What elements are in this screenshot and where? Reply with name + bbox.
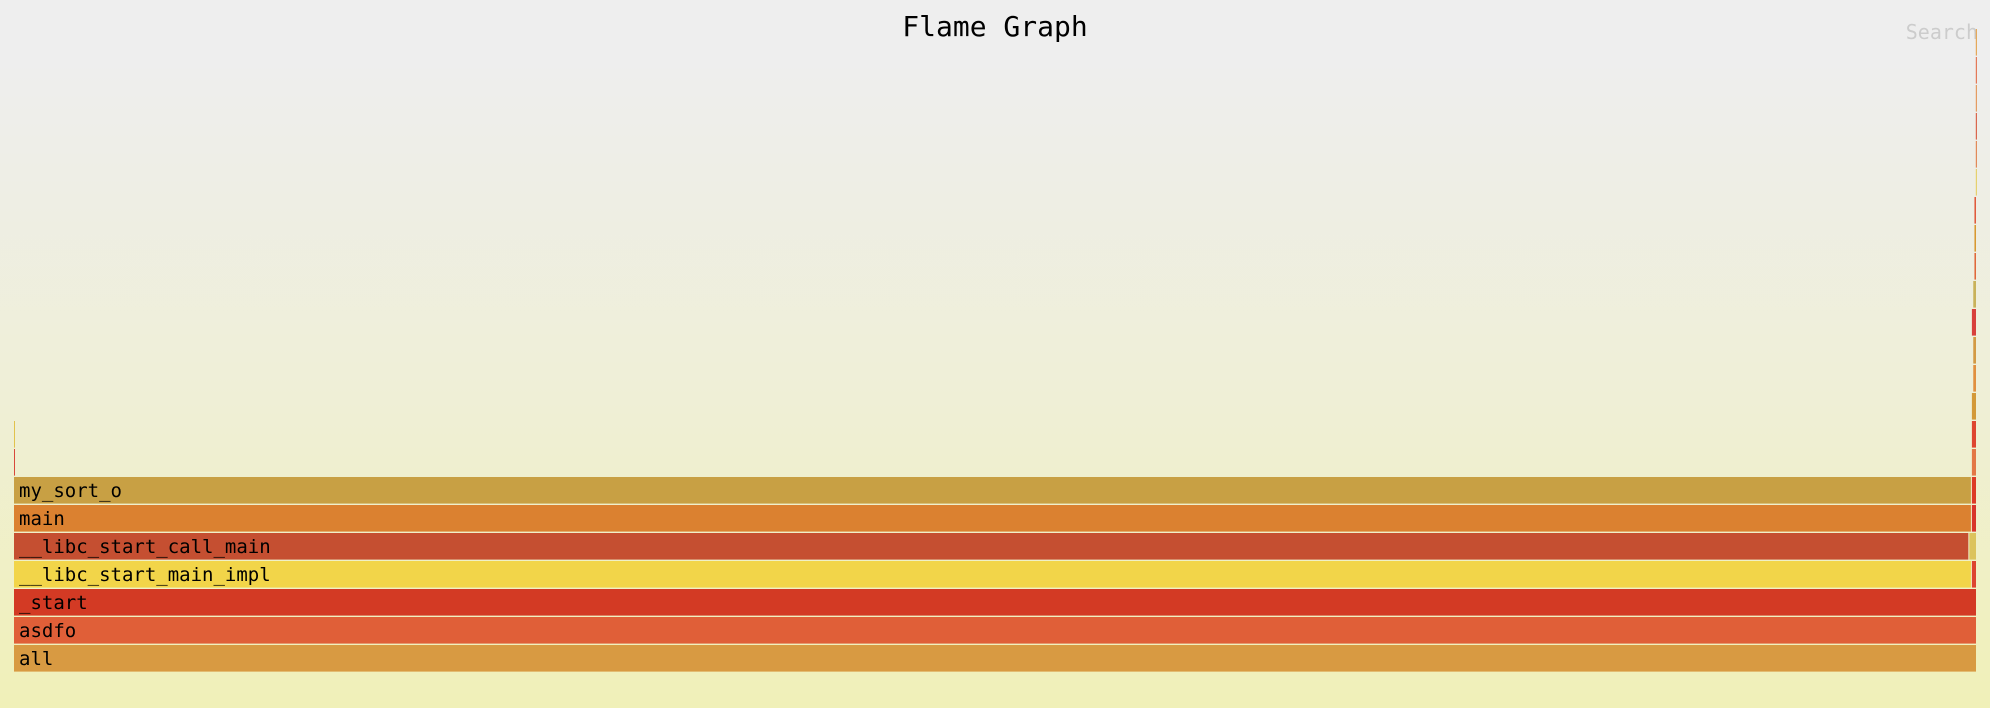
flame-frame-rect[interactable] [1974, 197, 1976, 224]
flame-frame[interactable] [1974, 253, 1976, 280]
flame-frame[interactable] [1973, 337, 1976, 364]
flame-frame-rect[interactable] [14, 561, 1971, 588]
flame-frame[interactable] [1975, 85, 1977, 112]
flame-frame-rect[interactable] [14, 505, 1971, 532]
flame-frame-rect[interactable] [1975, 113, 1977, 140]
flame-frame[interactable] [1974, 225, 1976, 252]
flame-frame-label: asdfo [19, 620, 76, 642]
flame-frame[interactable] [1975, 57, 1977, 84]
flame-frame-label: __libc_start_main_impl [19, 564, 271, 586]
search-button[interactable]: Search [1905, 20, 1978, 44]
flame-frame-rect[interactable] [1975, 141, 1977, 168]
flame-frame-rect[interactable] [1971, 309, 1976, 336]
flame-frame-rect[interactable] [1971, 477, 1976, 504]
flame-frame-rect[interactable] [1975, 169, 1977, 196]
flame-frame[interactable] [1969, 533, 1976, 560]
flame-frame-rect[interactable] [14, 449, 15, 476]
flame-frame-rect[interactable] [1971, 393, 1976, 420]
flame-frame-rect[interactable] [14, 421, 15, 448]
flame-frame-rect[interactable] [1971, 421, 1976, 448]
flame-frame[interactable] [1975, 169, 1977, 196]
flame-frame[interactable] [1971, 393, 1976, 420]
flame-frame-rect[interactable] [1974, 253, 1976, 280]
flame-frame[interactable]: __libc_start_call_main [14, 533, 1969, 560]
flame-frame-rect[interactable] [1975, 29, 1977, 56]
flame-frame[interactable] [1971, 477, 1976, 504]
flame-frame[interactable] [14, 421, 15, 448]
flame-frame[interactable]: my_sort_o [14, 477, 1971, 504]
flame-frame-label: __libc_start_call_main [19, 536, 271, 558]
flame-frame-rect[interactable] [1971, 449, 1976, 476]
flame-frame[interactable] [1971, 505, 1976, 532]
flame-frame-rect[interactable] [14, 645, 1976, 672]
flame-frame[interactable] [1975, 29, 1977, 56]
flame-frame-label: main [19, 508, 65, 530]
flame-frame[interactable]: all [14, 645, 1976, 672]
flame-frame[interactable]: _start [14, 589, 1976, 616]
flame-frame-rect[interactable] [1969, 533, 1976, 560]
flame-frame-rect[interactable] [1973, 337, 1976, 364]
flame-frame[interactable] [1971, 421, 1976, 448]
page-title: Flame Graph [902, 10, 1088, 43]
flame-frame-rect[interactable] [1975, 57, 1977, 84]
flame-frame[interactable] [1975, 113, 1977, 140]
flame-frame[interactable]: asdfo [14, 617, 1976, 644]
flame-frame-rect[interactable] [1971, 505, 1976, 532]
flame-frame-rect[interactable] [1971, 561, 1976, 588]
flame-frame[interactable] [1973, 281, 1976, 308]
flame-frame-rect[interactable] [1973, 281, 1976, 308]
flame-frame[interactable] [1971, 449, 1976, 476]
flame-frame-rect[interactable] [14, 477, 1971, 504]
flame-frame-label: _start [19, 592, 88, 614]
flame-frame[interactable]: main [14, 505, 1971, 532]
flame-frame[interactable]: __libc_start_main_impl [14, 561, 1971, 588]
flame-frame-rect[interactable] [1974, 225, 1976, 252]
flame-frame-label: my_sort_o [19, 480, 122, 502]
flame-frame-rect[interactable] [14, 589, 1976, 616]
flame-frame[interactable] [1975, 141, 1977, 168]
flame-frame[interactable] [1973, 365, 1976, 392]
flame-frame-rect[interactable] [14, 617, 1976, 644]
flame-frame[interactable] [1974, 197, 1976, 224]
flame-frame-rect[interactable] [1975, 85, 1977, 112]
flame-frame-rect[interactable] [14, 533, 1969, 560]
flame-frame[interactable] [1971, 561, 1976, 588]
flame-frame[interactable] [14, 449, 15, 476]
flame-frame-rect[interactable] [1973, 365, 1976, 392]
flame-frame[interactable] [1971, 309, 1976, 336]
flame-frame-label: all [19, 648, 53, 670]
